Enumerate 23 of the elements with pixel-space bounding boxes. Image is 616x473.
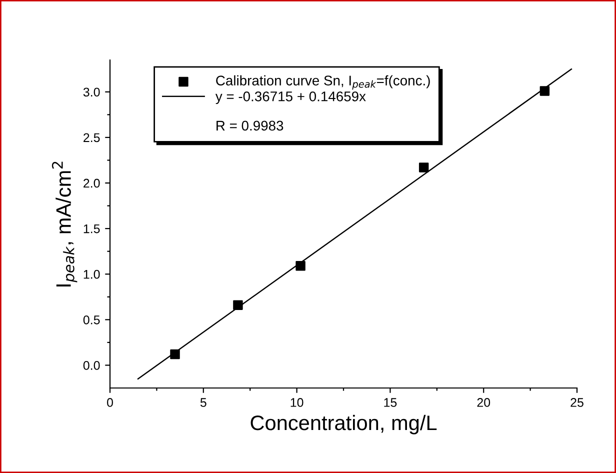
y-tick-label: 2.5 bbox=[84, 133, 100, 142]
annotation: R = 0.9983 bbox=[216, 120, 284, 131]
y-tick-label: 1.0 bbox=[84, 270, 100, 279]
point bbox=[233, 300, 243, 310]
x-tick-label: 15 bbox=[384, 398, 397, 407]
y-tick-label: 1.5 bbox=[84, 224, 100, 234]
y-tick-label: 0.0 bbox=[83, 361, 100, 370]
legend-label: y = -0.36715 + 0.14659x bbox=[215, 91, 366, 104]
y-tick-label: 3.0 bbox=[83, 88, 100, 97]
x-tick-label: 0 bbox=[107, 398, 113, 407]
point bbox=[540, 86, 550, 96]
x-tick-label: 20 bbox=[477, 398, 490, 407]
x-tick-label: 10 bbox=[290, 398, 304, 407]
x-tick-label: 5 bbox=[200, 398, 206, 407]
y-tick-label: 0.5 bbox=[83, 315, 100, 324]
point bbox=[170, 349, 180, 360]
y-tick-label: 2.0 bbox=[84, 178, 100, 188]
legend-label: Calibration curve Sn, I$_{peak}$=f(conc.) bbox=[216, 75, 430, 90]
point bbox=[296, 261, 306, 271]
x-tick-label: 25 bbox=[570, 398, 584, 407]
point bbox=[418, 162, 429, 172]
x-axis-title: Concentration, mg/L bbox=[250, 414, 437, 434]
y-axis-title: I$_{peak}$, mA/cm$^{2}$ bbox=[52, 162, 78, 286]
